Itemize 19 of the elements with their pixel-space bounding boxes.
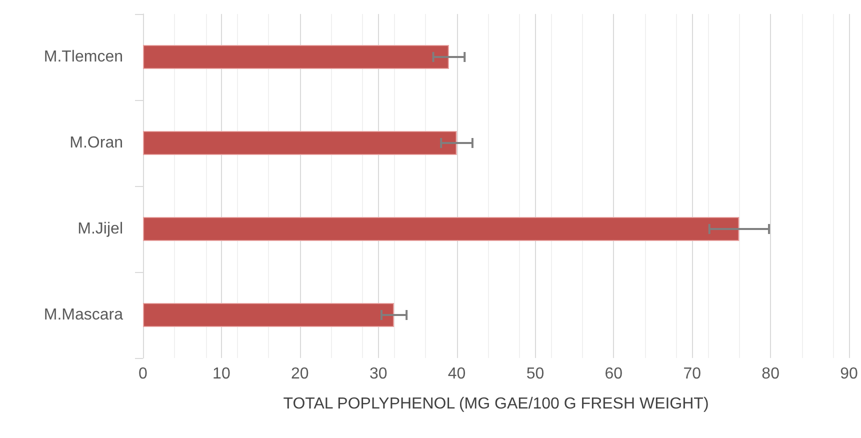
x-tick-label: 30: [369, 366, 388, 382]
x-tick-label: 0: [138, 366, 148, 382]
bar: [143, 303, 394, 327]
x-tick-label: 10: [212, 366, 230, 382]
x-tick-label: 40: [448, 366, 466, 382]
y-tick-label: M.Mascara: [44, 306, 124, 324]
bar: [143, 45, 449, 69]
x-tick-label: 20: [290, 366, 309, 382]
bar: [143, 131, 457, 155]
y-tick-label: M.Tlemcen: [44, 48, 123, 66]
x-axis-title: TOTAL POPLYPHENOL (MG GAE/100 G FRESH WEIGHT): [283, 396, 709, 412]
y-tick-label: M.Oran: [70, 134, 123, 152]
x-tick-label: 90: [840, 366, 858, 382]
bar: [143, 217, 740, 241]
x-tick-label: 80: [762, 366, 780, 382]
y-tick-label: M.Jijel: [78, 220, 123, 238]
x-tick-label: 60: [604, 366, 623, 382]
x-tick-label: 50: [526, 366, 544, 382]
x-tick-label: 70: [683, 366, 702, 382]
